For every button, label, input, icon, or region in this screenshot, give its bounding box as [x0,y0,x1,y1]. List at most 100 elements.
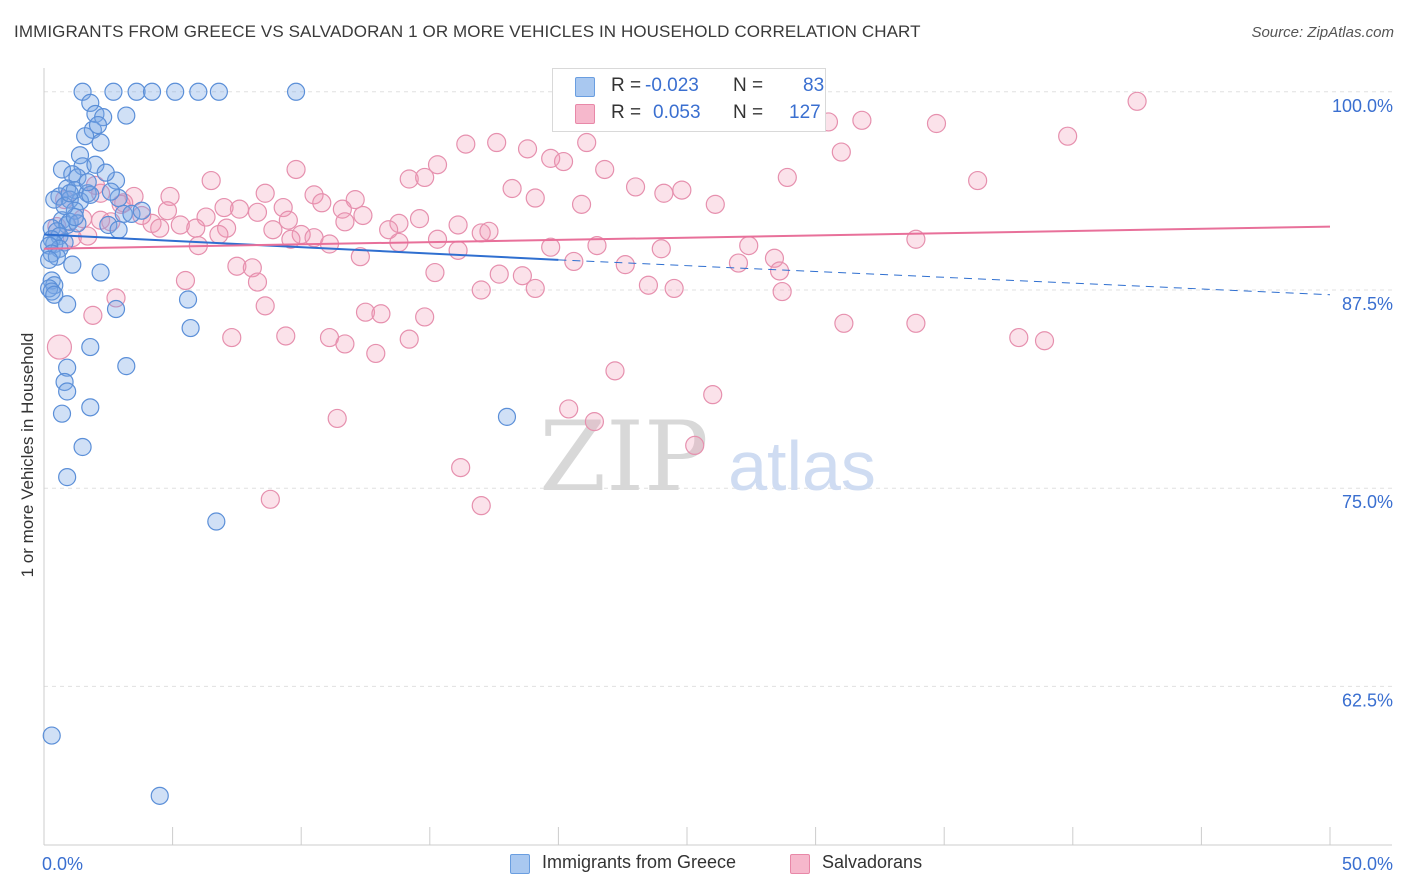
greece-trend-extension [558,259,1331,296]
salvadorans-point [214,197,234,218]
greece-point [132,201,151,220]
salvadorans-point [389,213,409,233]
salvadorans-point [273,197,293,218]
salvadorans-point [777,167,797,188]
salvadorans-point [451,458,471,478]
salvadorans-point [772,281,792,302]
watermark: ZIP atlas [539,401,876,513]
salvadorans-point [502,178,522,199]
salvadorans-point [471,280,491,300]
greece-point [166,82,185,101]
salvadorans-point [247,202,268,222]
greece-point [150,786,169,805]
trend-lines [43,225,1331,296]
salvadorans-point [46,334,73,360]
greece-point [58,382,77,401]
greece-point [117,106,136,125]
greece-point [109,220,128,239]
greece-point [497,407,517,426]
salvadorans-point [255,183,275,203]
salvadorans-point [834,313,854,333]
salvadorans-point [415,307,435,327]
salvadorans-point [409,209,430,229]
tick-labels: 100.0% 87.5% 75.0% 62.5% 0.0% 50.0% [42,96,1393,874]
salvadorans-point [263,220,283,240]
salvadorans-point [399,169,419,189]
salvadorans-point [227,256,247,276]
salvadorans-point [739,236,759,256]
legend-r-value-salvadorans: 0.053 [653,102,701,123]
salvadorans-point [425,262,445,283]
salvadorans-point [456,134,476,154]
y-tick-label: 62.5% [1342,690,1393,710]
salvadorans-point [276,326,296,346]
greece-point [50,187,69,206]
salvadorans-point [353,205,373,226]
salvadorans-point [525,188,545,208]
greece-point [142,82,162,101]
legend-n-value-salvadorans: 127 [789,102,821,123]
salvadorans-point [595,159,615,180]
salvadorans-point [764,248,785,268]
greece-point [286,82,306,101]
greece-point [45,285,64,304]
greece-point [58,468,77,487]
salvadorans-point [564,251,584,272]
greece-point [65,207,84,227]
watermark-zip: ZIP [539,401,708,513]
salvadorans-point [371,304,391,324]
salvadorans-point [278,210,298,230]
greece-point [127,82,146,101]
greece-point [70,146,90,165]
greece-point [104,82,123,101]
source-label: Source: ZipAtlas.com [1251,24,1394,41]
greece-point [52,160,72,179]
greece-point [99,215,118,235]
salvadorans-point [160,186,180,207]
greece-point [106,299,126,319]
salvadorans-point [83,305,103,325]
greece-trend-line [43,233,559,261]
salvadorans-point [831,142,851,162]
salvadorans-point [355,302,376,322]
salvadorans-point [286,159,306,180]
salvadorans-point [559,399,579,419]
salvadorans-point [201,170,221,191]
greece-point [52,404,72,423]
salvadorans-point [255,296,275,316]
salvadorans-point [170,215,190,235]
salvadorans-point [587,236,607,256]
greece-point [45,190,64,209]
salvadorans-point [517,139,538,159]
salvadorans-point [685,435,705,455]
greece-point [207,512,226,531]
salvadorans-point [335,212,355,232]
salvadorans-point [366,343,386,364]
chart-title: IMMIGRANTS FROM GREECE VS SALVADORAN 1 O… [14,22,921,41]
salvadorans-point [304,185,324,205]
salvadorans-point [584,412,605,432]
salvadorans-point [625,177,646,197]
greece-point [73,437,92,457]
axes [43,68,1392,846]
salvadorans-point [654,183,674,203]
salvadorans-point [705,194,725,214]
greece-point [181,318,200,338]
salvadorans-point [379,220,399,240]
salvadorans-point [728,253,749,273]
salvadorans-point [487,132,507,153]
salvadorans-point [427,229,448,249]
greece-point [189,82,208,101]
greece-point [76,127,95,146]
salvadorans-point [471,496,491,516]
salvadorans-point [186,218,206,238]
bottom-legend-label-salvadorans: Salvadorans [822,852,923,872]
legend-n-value-greece: 83 [803,75,825,96]
greece-point [178,290,198,309]
greece-point [81,398,100,417]
greece-point [81,93,100,112]
salvadorans-point [926,113,947,134]
greece-point [122,204,141,223]
greece-point [63,165,82,184]
